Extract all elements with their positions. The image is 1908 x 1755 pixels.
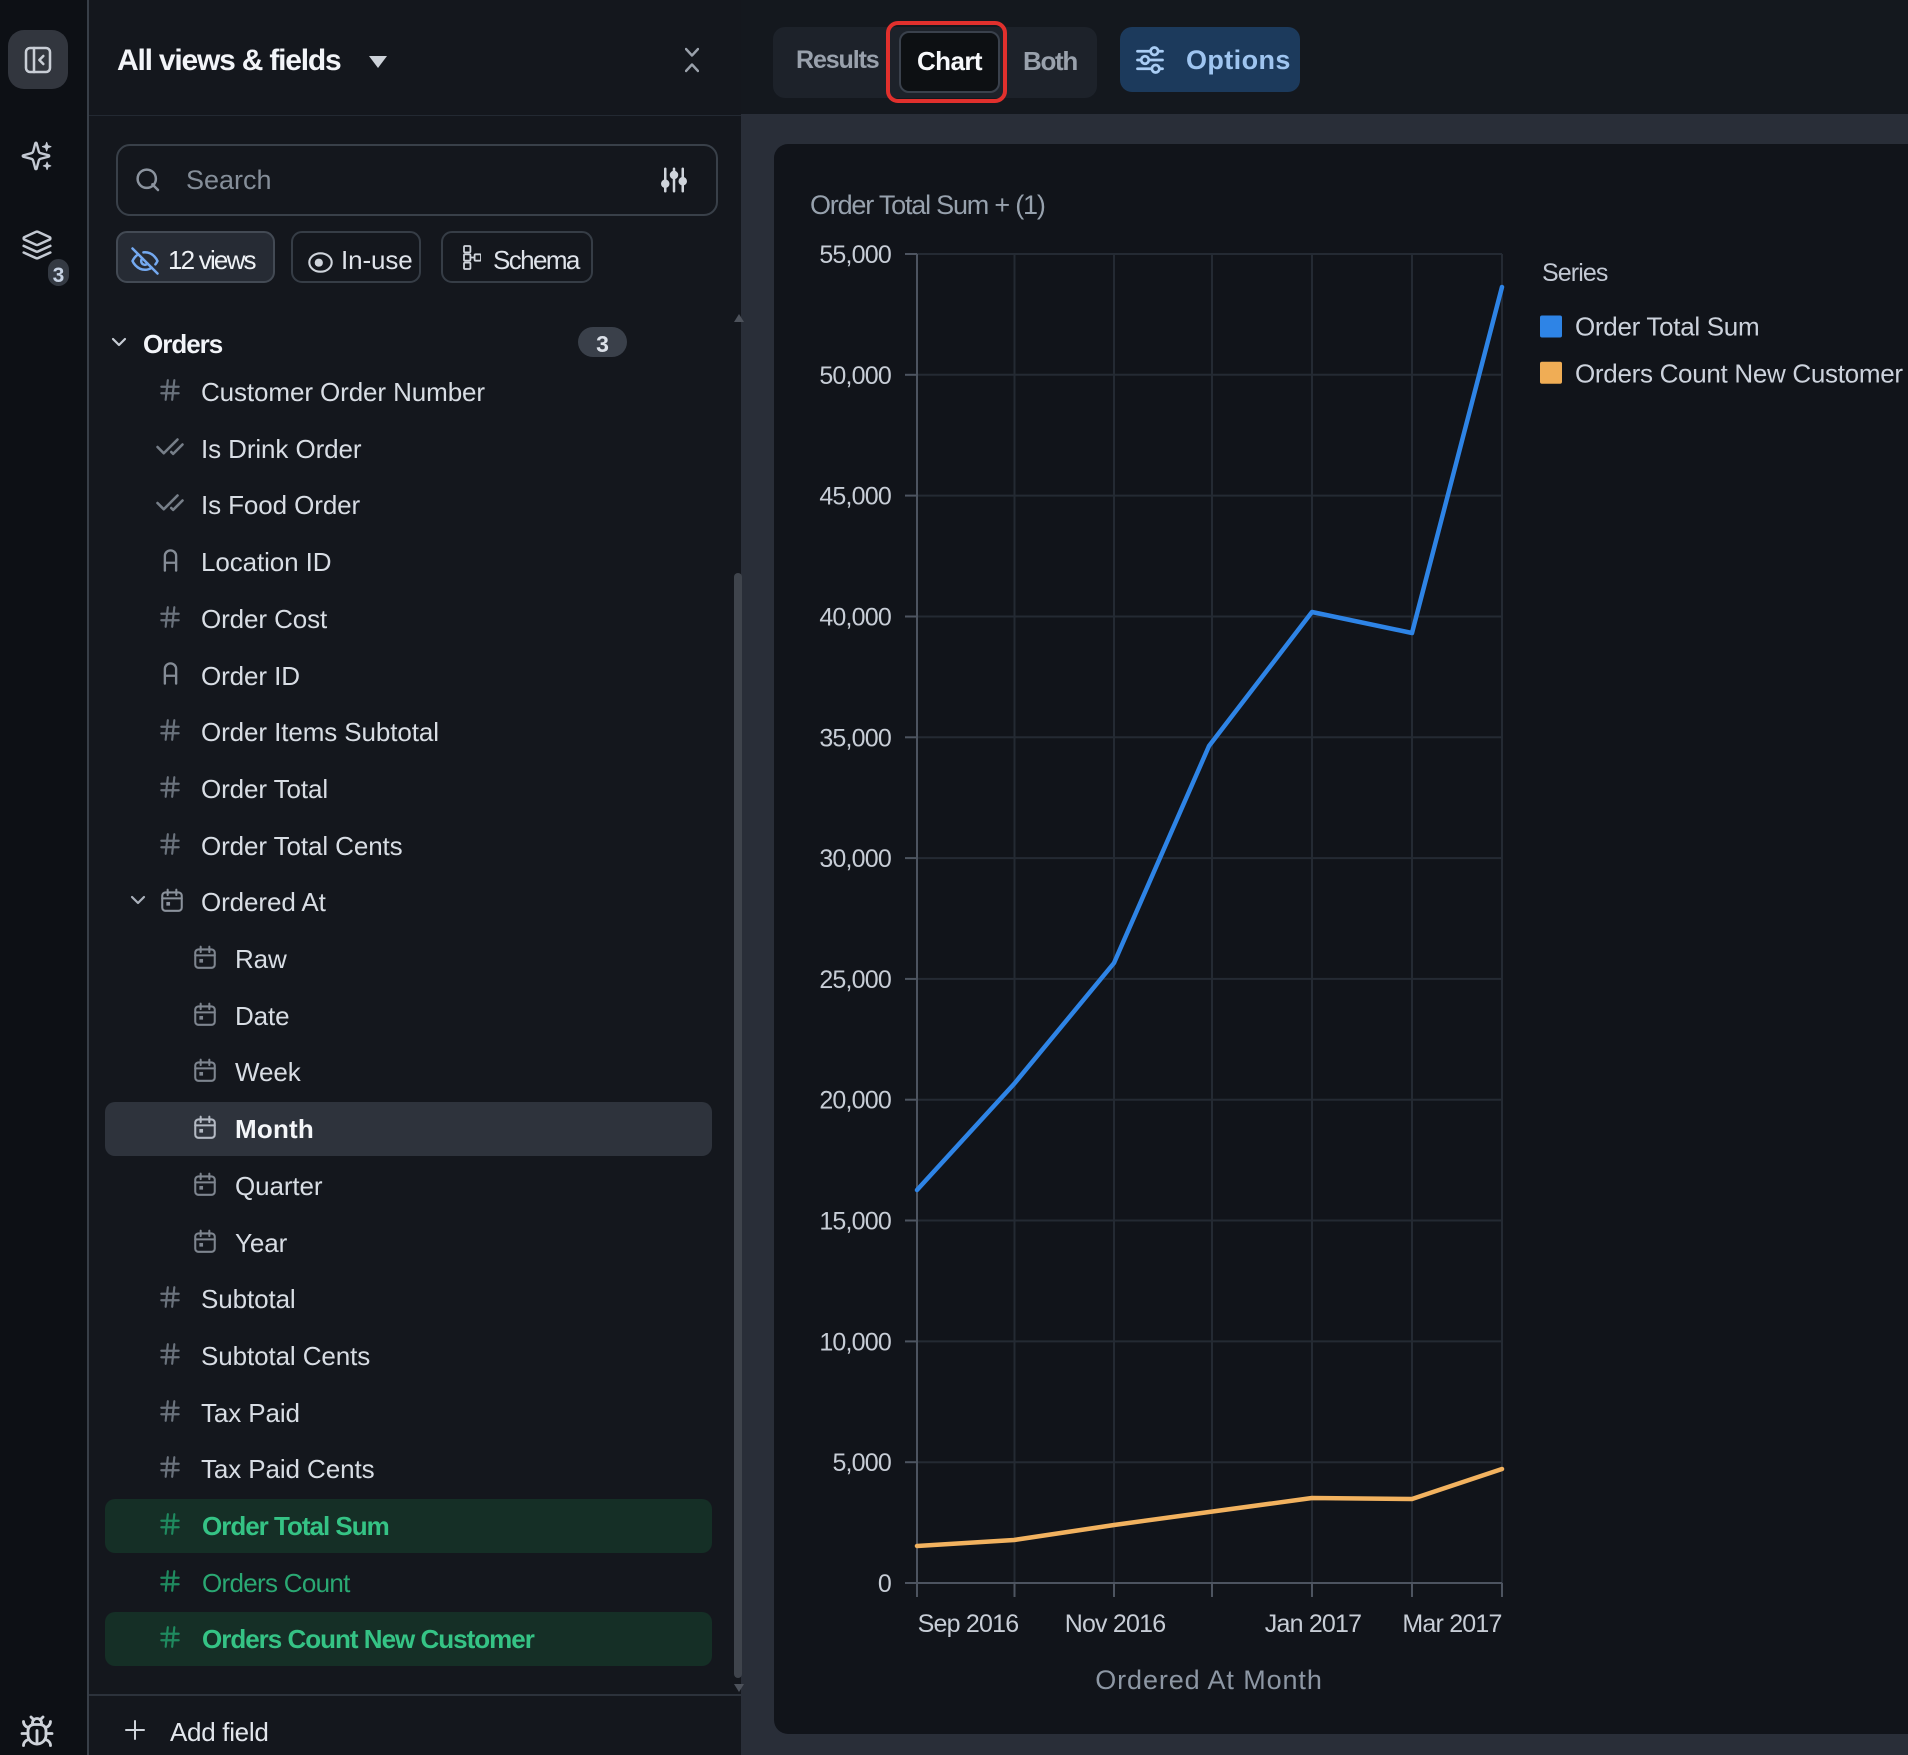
svg-text:0: 0 [878,1570,891,1598]
svg-text:5,000: 5,000 [832,1449,891,1477]
svg-text:15,000: 15,000 [819,1208,891,1236]
svg-text:Ordered At Month: Ordered At Month [1095,1665,1323,1695]
svg-text:Orders Count New Customer: Orders Count New Customer [1575,359,1903,389]
svg-text:20,000: 20,000 [819,1087,891,1115]
svg-text:Mar 2017: Mar 2017 [1402,1610,1501,1638]
svg-text:10,000: 10,000 [819,1328,891,1356]
svg-text:45,000: 45,000 [819,483,891,511]
svg-text:Jan 2017: Jan 2017 [1265,1610,1361,1638]
svg-text:Order Total Sum: Order Total Sum [1575,312,1759,342]
svg-text:55,000: 55,000 [819,241,891,269]
svg-text:50,000: 50,000 [819,362,891,390]
svg-text:Sep 2016: Sep 2016 [918,1610,1019,1638]
svg-text:25,000: 25,000 [819,966,891,994]
svg-text:Nov 2016: Nov 2016 [1065,1610,1166,1638]
svg-text:Series: Series [1542,259,1608,287]
svg-text:40,000: 40,000 [819,604,891,632]
svg-text:35,000: 35,000 [819,724,891,752]
svg-text:Order Total Sum + (1): Order Total Sum + (1) [810,190,1045,220]
svg-text:30,000: 30,000 [819,845,891,873]
